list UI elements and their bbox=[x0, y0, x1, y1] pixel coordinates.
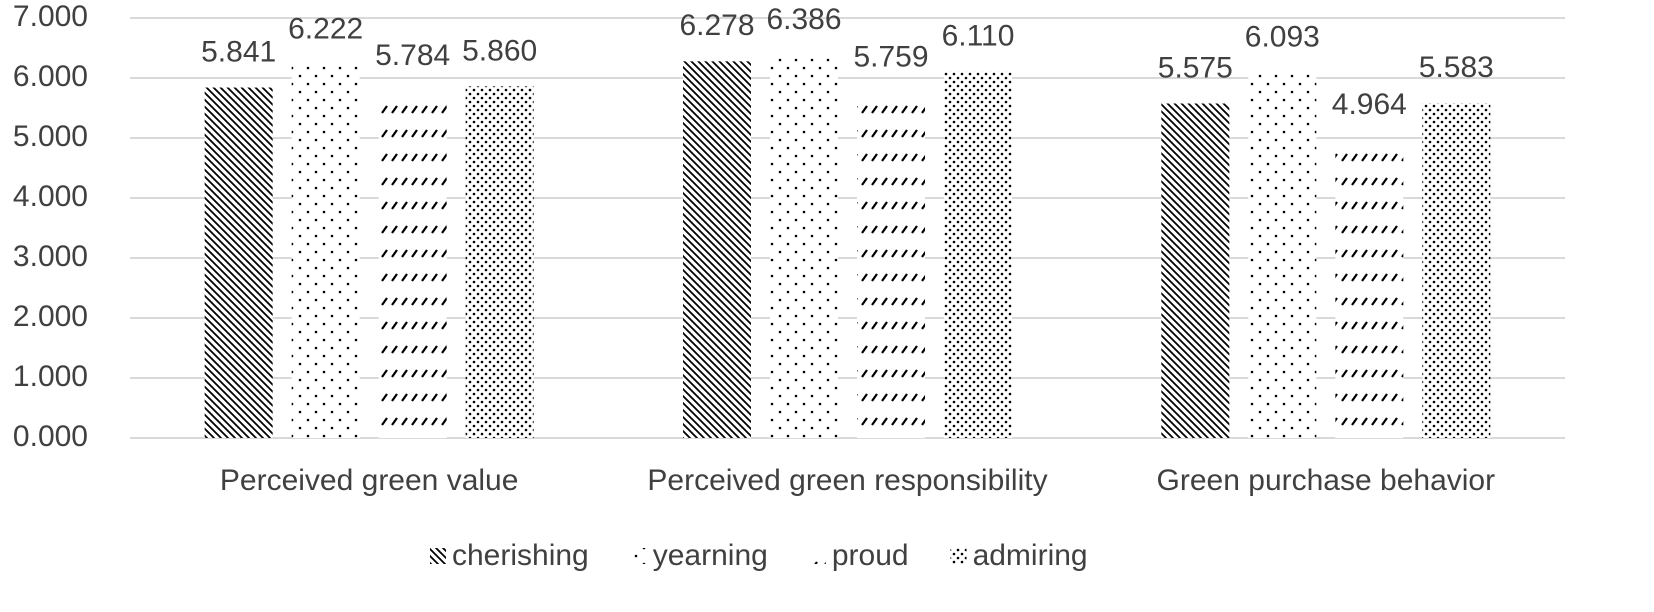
data-label: 6.110 bbox=[942, 19, 1015, 52]
bar bbox=[465, 86, 534, 439]
legend-label: cherishing bbox=[452, 539, 589, 572]
y-tick-label: 4.000 bbox=[13, 180, 88, 213]
data-label: 6.093 bbox=[1245, 20, 1320, 53]
data-label: 5.841 bbox=[201, 35, 276, 68]
bar bbox=[857, 92, 925, 439]
y-tick-label: 7.000 bbox=[13, 0, 88, 33]
legend-swatch bbox=[630, 548, 647, 564]
bar bbox=[944, 71, 1012, 439]
x-tick-label: Perceived green value bbox=[220, 464, 519, 497]
data-label: 4.964 bbox=[1332, 88, 1407, 121]
legend-swatch bbox=[950, 548, 967, 564]
data-label: 6.222 bbox=[288, 13, 363, 46]
bar bbox=[204, 87, 273, 438]
bar bbox=[1161, 103, 1230, 438]
legend-label: admiring bbox=[973, 539, 1088, 572]
legend-label: yearning bbox=[653, 539, 768, 572]
y-tick-label: 6.000 bbox=[13, 60, 88, 93]
data-label: 6.278 bbox=[679, 9, 754, 42]
data-label: 5.575 bbox=[1158, 51, 1233, 84]
bar bbox=[291, 64, 360, 439]
bar bbox=[378, 90, 447, 439]
bar bbox=[1422, 103, 1491, 439]
bar bbox=[683, 61, 751, 438]
y-tick-label: 5.000 bbox=[13, 120, 88, 153]
y-tick-label: 1.000 bbox=[13, 360, 88, 393]
legend-label: proud bbox=[832, 539, 909, 572]
y-tick-label: 3.000 bbox=[13, 240, 88, 273]
data-label: 5.784 bbox=[375, 39, 450, 72]
y-tick-label: 0.000 bbox=[13, 420, 88, 453]
x-tick-label: Perceived green responsibility bbox=[647, 464, 1047, 497]
data-label: 5.759 bbox=[853, 40, 928, 73]
data-label: 6.386 bbox=[766, 3, 841, 36]
y-tick-label: 2.000 bbox=[13, 300, 88, 333]
bar bbox=[1248, 72, 1317, 439]
data-label: 5.583 bbox=[1419, 51, 1494, 84]
legend-swatch bbox=[809, 548, 826, 564]
bar bbox=[1335, 140, 1404, 438]
x-tick-label: Green purchase behavior bbox=[1157, 464, 1496, 497]
legend-swatch bbox=[430, 548, 446, 564]
bar bbox=[770, 54, 838, 439]
data-label: 5.860 bbox=[462, 34, 537, 67]
